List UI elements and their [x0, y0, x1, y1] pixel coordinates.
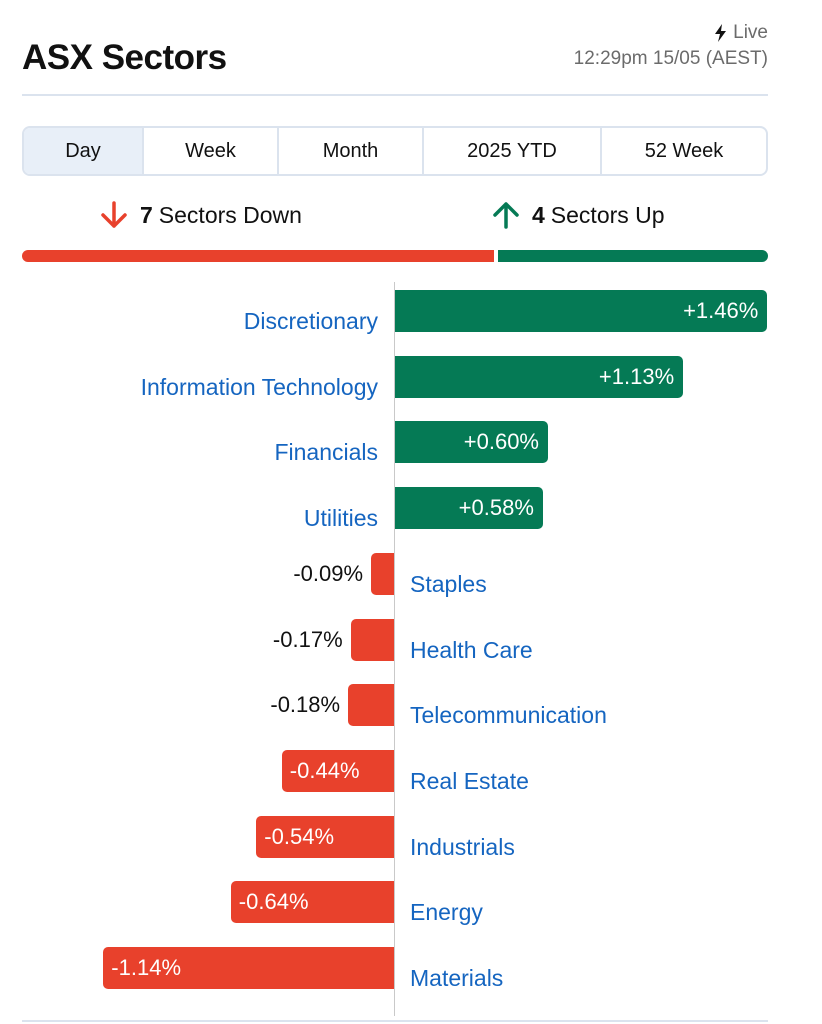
value-label-utilities: +0.58% [458, 495, 534, 521]
bar-telecommunication [348, 684, 394, 727]
lightning-bolt-icon [715, 24, 727, 42]
sectors-down-summary: 7 Sectors Down [100, 200, 302, 230]
bar-health-care [350, 618, 394, 661]
bar-financials [395, 421, 548, 464]
value-label-industrials: -0.54% [264, 823, 335, 849]
sector-link-telecommunication[interactable]: Telecommunication [410, 702, 607, 729]
timestamp: 12:29pm 15/05 (AEST) [573, 48, 768, 69]
value-label-information-technology: +1.13% [598, 363, 675, 389]
ratio-down-segment [22, 250, 495, 262]
sector-link-information-technology[interactable]: Information Technology [140, 373, 378, 400]
ratio-up-segment [498, 250, 768, 262]
up-down-ratio-bar [22, 250, 768, 262]
value-label-materials: -1.14% [111, 955, 182, 980]
bar-materials [103, 947, 394, 989]
value-label-discretionary: +1.46% [683, 298, 759, 323]
sector-link-real-estate[interactable]: Real Estate [410, 767, 529, 794]
sector-link-financials[interactable]: Financials [274, 439, 378, 466]
bar-discretionary [395, 290, 768, 332]
tab-2025-ytd[interactable]: 2025 YTD [424, 128, 602, 174]
value-label-health-care: -0.17% [272, 626, 343, 652]
tab-week[interactable]: Week [144, 128, 279, 174]
tab-52-week[interactable]: 52 Week [644, 139, 724, 162]
live-label: Live [733, 22, 768, 43]
tab-month[interactable]: Month [279, 128, 424, 174]
value-label-financials: +0.60% [463, 429, 539, 455]
value-label-telecommunication: -0.18% [270, 692, 341, 718]
value-label-staples: -0.09% [293, 560, 364, 586]
arrow-up-icon [493, 202, 519, 229]
sector-link-health-care[interactable]: Health Care [410, 636, 533, 663]
sector-link-discretionary[interactable]: Discretionary [243, 308, 378, 334]
sector-link-energy[interactable]: Energy [410, 899, 483, 926]
sector-link-industrials[interactable]: Industrials [410, 833, 515, 860]
tab-day[interactable]: Day [24, 128, 144, 174]
page-title: ASX Sectors [22, 38, 227, 77]
bar-utilities [395, 487, 543, 530]
sector-link-staples[interactable]: Staples [410, 570, 487, 597]
sectors-down-count: 7 [140, 201, 153, 228]
sectors-down-label: Sectors Down [158, 201, 302, 228]
arrow-down-icon [101, 201, 127, 228]
bar-industrials [256, 815, 394, 858]
bar-staples [371, 552, 394, 595]
value-label-real-estate: -0.44% [289, 757, 360, 783]
bar-energy [230, 881, 394, 924]
sector-link-utilities[interactable]: Utilities [303, 505, 378, 532]
footer-divider [22, 1020, 768, 1022]
zero-axis [394, 282, 395, 1016]
bar-real-estate [281, 749, 394, 792]
widget-header: ASX Sectors Live 12:29pm 15/05 (AEST) [22, 20, 768, 96]
period-tabs: Day Week Month 2025 YTD 52 Week [22, 126, 768, 176]
sector-link-materials[interactable]: Materials [410, 965, 504, 991]
sectors-up-summary: 4 Sectors Up [492, 200, 665, 230]
sectors-up-label: Sectors Up [550, 201, 665, 228]
value-label-energy: -0.64% [238, 889, 309, 915]
sectors-up-count: 4 [532, 201, 545, 228]
bar-information-technology [395, 355, 684, 398]
live-indicator: Live [714, 22, 768, 44]
sector-performance-chart: +1.46% Discretionary +1.13% Information Tec… [0, 282, 822, 1016]
